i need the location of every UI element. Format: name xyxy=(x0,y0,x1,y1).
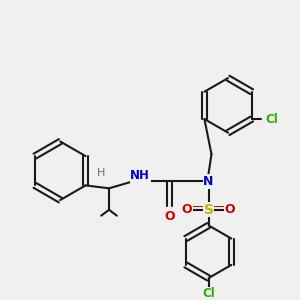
Text: S: S xyxy=(203,203,214,217)
Text: Cl: Cl xyxy=(202,287,215,300)
Text: O: O xyxy=(164,210,175,223)
Text: O: O xyxy=(182,203,192,216)
Text: N: N xyxy=(203,175,214,188)
Text: H: H xyxy=(97,168,105,178)
Text: Cl: Cl xyxy=(266,112,279,125)
Text: NH: NH xyxy=(130,169,150,182)
Text: O: O xyxy=(225,203,235,216)
